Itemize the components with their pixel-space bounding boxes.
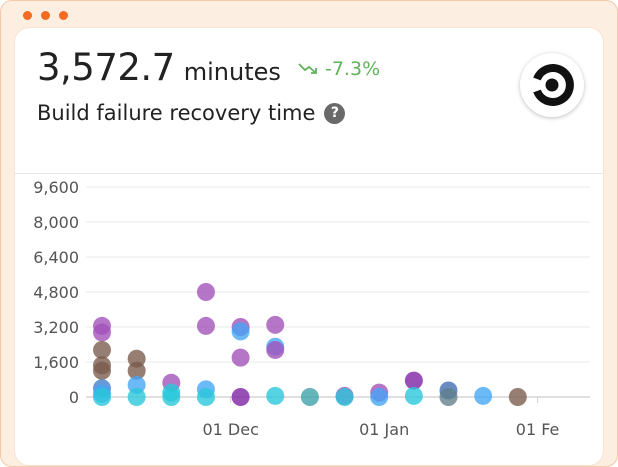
y-tick-label: 4,800: [33, 283, 79, 302]
data-point: [404, 371, 423, 390]
data-point: [300, 388, 319, 406]
x-tick-label: 01 Fe: [516, 420, 560, 439]
y-tick-label: 8,000: [33, 213, 79, 232]
trend-percent: -7.3%: [325, 58, 381, 80]
scatter-chart: 9,600 8,000 6,400 4,800 3,200 1,600 0 01 Dec 01 …: [33, 178, 590, 439]
data-point: [127, 361, 146, 380]
data-point: [231, 348, 250, 367]
data-point: [127, 388, 146, 406]
trend-indicator: -7.3%: [297, 58, 380, 80]
data-point: [335, 388, 354, 406]
y-tick-label: 6,400: [33, 248, 79, 267]
data-point: [266, 386, 285, 405]
data-point: [93, 323, 111, 342]
metric-title-text: Build failure recovery time: [37, 101, 316, 125]
trend-down-icon: [298, 63, 317, 74]
data-point: [474, 386, 493, 405]
data-point: [196, 388, 215, 406]
data-point: [93, 361, 111, 380]
data-point: [370, 388, 389, 406]
metric-unit: minutes: [183, 58, 281, 86]
x-tick-label: 01 Jan: [359, 420, 409, 439]
data-point: [266, 315, 285, 334]
window-dot-icon: [23, 11, 32, 20]
y-tick-label: 0: [69, 388, 79, 407]
metric-card: 3,572.7 minutes -7.3% Build failure reco…: [15, 28, 603, 465]
x-tick-label: 01 Dec: [202, 420, 258, 439]
data-point: [162, 388, 181, 406]
circleci-logo-icon: [533, 64, 574, 106]
data-point: [231, 322, 250, 341]
metric-value: 3,572.7: [37, 46, 175, 89]
y-tick-label: 9,600: [33, 178, 79, 197]
window-dots: [23, 11, 68, 20]
header-divider: [15, 173, 603, 174]
question-circle-icon[interactable]: ?: [324, 102, 346, 124]
data-point: [231, 388, 250, 406]
data-point: [266, 340, 285, 359]
window-dot-icon: [41, 11, 50, 20]
data-point: [196, 283, 215, 301]
circleci-logo: [520, 53, 584, 117]
y-tick-label: 1,600: [33, 353, 79, 372]
data-point: [93, 340, 111, 359]
data-point: [439, 388, 458, 406]
data-point: [404, 386, 423, 405]
metric-readout: 3,572.7 minutes: [37, 46, 281, 89]
metric-title: Build failure recovery time ?: [37, 101, 346, 125]
data-point: [508, 388, 527, 406]
data-point: [93, 388, 111, 406]
data-point: [196, 316, 215, 335]
y-tick-label: 3,200: [33, 318, 79, 337]
window-dot-icon: [59, 11, 68, 20]
